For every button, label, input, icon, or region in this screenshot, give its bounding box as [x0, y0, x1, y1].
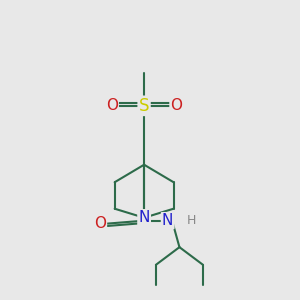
Text: O: O	[94, 216, 106, 231]
Text: O: O	[106, 98, 118, 113]
Text: H: H	[187, 214, 196, 227]
Text: S: S	[139, 97, 149, 115]
Text: N: N	[138, 210, 150, 225]
Text: N: N	[162, 213, 173, 228]
Text: O: O	[170, 98, 182, 113]
